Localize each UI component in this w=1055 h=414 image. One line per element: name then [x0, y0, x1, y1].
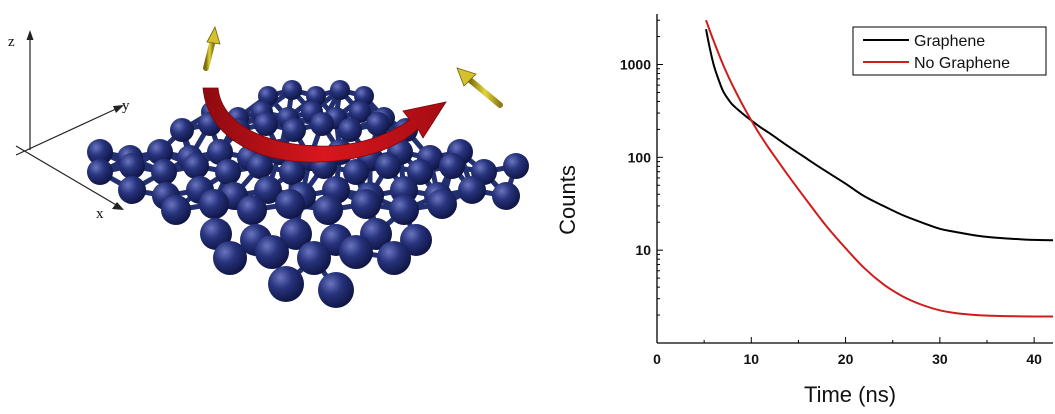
atom [268, 266, 304, 302]
atom [439, 153, 465, 179]
atom [118, 176, 146, 204]
atom [119, 153, 145, 179]
z-axis-label: z [8, 34, 15, 50]
atom [366, 112, 390, 136]
x-tick-label: 40 [1026, 351, 1042, 367]
atom [313, 195, 343, 225]
x-axis-title: Time (ns) [804, 382, 896, 407]
atom [458, 176, 486, 204]
chart-legend: Graphene No Graphene [852, 26, 1047, 76]
atom [199, 189, 229, 219]
x-tick-label: 20 [838, 351, 854, 367]
spin-arrow-icon [203, 25, 221, 71]
atom [282, 80, 302, 100]
legend-label: No Graphene [914, 55, 1010, 72]
rotation-arrow-icon [202, 87, 447, 163]
atom [207, 139, 233, 165]
atom [389, 195, 419, 225]
graphene-illustration: z y x [8, 25, 529, 308]
atom [275, 189, 305, 219]
atom [427, 189, 457, 219]
atom [377, 241, 411, 275]
atom [354, 86, 374, 106]
atom [338, 118, 362, 142]
atom [87, 159, 113, 185]
chart-axes: 0 10 20 30 40 10 100 1000 [620, 14, 1053, 367]
atom [297, 241, 331, 275]
series-line-no-graphene [705, 19, 1053, 318]
atom [254, 176, 282, 204]
atom [215, 159, 241, 185]
atom [503, 153, 529, 179]
y-tick-label: 10 [635, 242, 651, 258]
atom [200, 218, 232, 250]
atom [170, 118, 194, 142]
atom [375, 153, 401, 179]
legend-box [852, 26, 1047, 76]
atom [237, 195, 267, 225]
series-line-graphene [705, 28, 1054, 242]
atom [310, 112, 334, 136]
atom [280, 218, 312, 250]
atom [343, 159, 369, 185]
atom [407, 159, 433, 185]
atom [255, 235, 289, 269]
atom [161, 195, 191, 225]
atom [282, 118, 306, 142]
atom [279, 159, 305, 185]
atom [247, 153, 273, 179]
y-axis-label: y [122, 98, 130, 114]
atom [258, 86, 278, 106]
atom [330, 80, 350, 100]
atom [254, 112, 278, 136]
graphene-lattice-icon [87, 80, 529, 308]
x-axis-label: x [96, 206, 104, 222]
atom [306, 86, 326, 106]
atom [318, 272, 354, 308]
y-tick-label: 1000 [620, 57, 651, 73]
atom [87, 139, 113, 165]
atom [492, 182, 520, 210]
atom [213, 241, 247, 275]
y-tick-label: 100 [628, 149, 652, 165]
spin-arrow-icon [456, 67, 503, 108]
atom [151, 159, 177, 185]
x-tick-label: 30 [932, 351, 948, 367]
coordinate-axes: z y x [8, 30, 130, 222]
atom [351, 189, 381, 219]
x-tick-label: 10 [743, 351, 759, 367]
chart-series [705, 19, 1054, 318]
x-tick-label: 0 [653, 351, 661, 367]
atom [349, 101, 371, 123]
atom [183, 153, 209, 179]
legend-label: Graphene [914, 33, 985, 50]
atom [400, 224, 432, 256]
atom [147, 139, 173, 165]
atom [339, 235, 373, 269]
